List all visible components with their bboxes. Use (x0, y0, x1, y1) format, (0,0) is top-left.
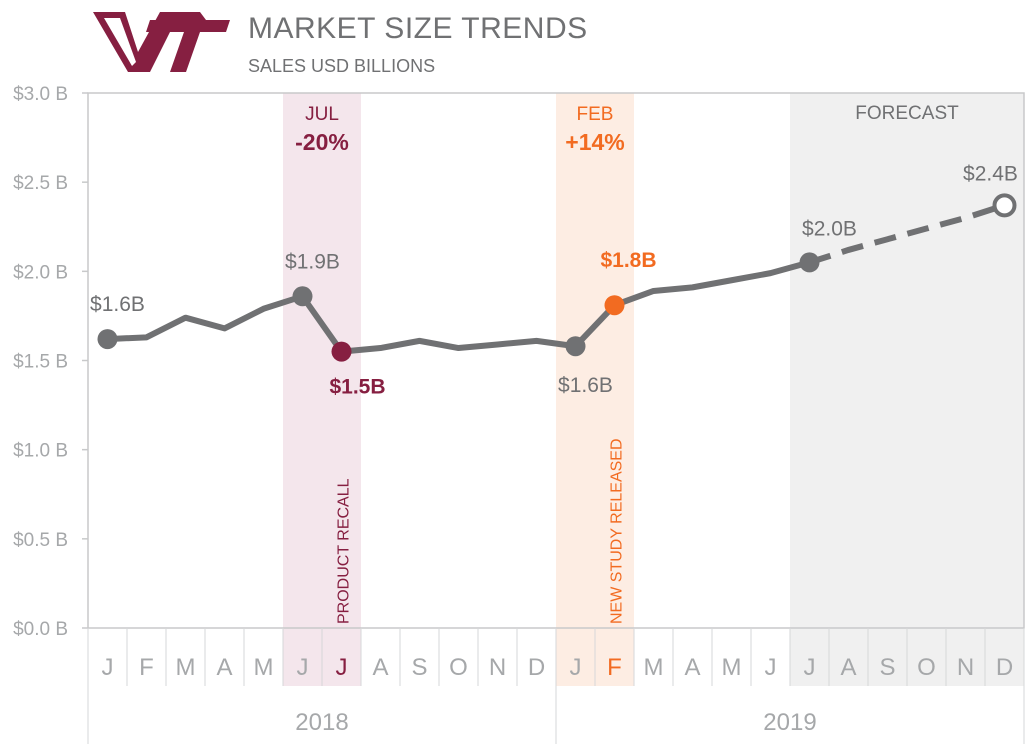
recall-change-label: -20% (295, 129, 349, 155)
recall-band (283, 93, 361, 686)
data-label: $1.9B (285, 250, 340, 273)
month-label: D (996, 654, 1013, 681)
forecast-label: FORECAST (855, 103, 959, 124)
study-month-label: FEB (577, 104, 614, 125)
data-point (565, 336, 586, 357)
vt-logo-inner-shape (104, 18, 136, 66)
y-tick-label: $2.0 B (13, 262, 68, 283)
data-point (292, 286, 313, 307)
month-label: M (722, 654, 742, 681)
data-label: $1.6B (558, 374, 613, 397)
study-change-label: +14% (565, 129, 624, 155)
data-point-forecast (992, 193, 1017, 218)
y-tick-label: $1.0 B (13, 441, 68, 462)
series-line-actual (104, 259, 813, 355)
month-label: S (879, 654, 895, 681)
vt-logo-t-shape (146, 20, 230, 72)
data-point (331, 341, 352, 362)
month-label: M (254, 654, 274, 681)
month-label: A (684, 654, 700, 681)
month-label: M (644, 654, 664, 681)
data-label: $2.4B (963, 162, 1018, 185)
month-label: F (607, 654, 622, 681)
month-label: D (528, 654, 545, 681)
month-label: J (297, 654, 309, 681)
year-label: 2018 (295, 709, 348, 736)
month-label: J (804, 654, 816, 681)
data-label: $1.8B (600, 249, 656, 272)
recall-reason-text: PRODUCT RECALL (336, 478, 353, 624)
month-label: A (840, 654, 856, 681)
data-label: $2.0B (802, 217, 857, 240)
month-label: J (765, 654, 777, 681)
forecast-band (790, 93, 1024, 686)
month-label: N (957, 654, 974, 681)
data-point (604, 295, 625, 316)
y-tick-label: $1.5 B (13, 352, 68, 373)
month-label: A (372, 654, 388, 681)
vt-logo: VT (93, 12, 230, 72)
series-line-forecast (808, 202, 1006, 266)
y-tick-label: $0.0 B (13, 619, 68, 640)
month-label: J (336, 654, 348, 681)
study-band (556, 93, 634, 686)
y-tick-label: $3.0 B (13, 84, 68, 105)
data-label: $1.6B (90, 293, 145, 316)
data-point (799, 252, 820, 273)
month-label: N (489, 654, 506, 681)
month-label: A (216, 654, 232, 681)
data-point (97, 329, 118, 350)
month-label: F (139, 654, 154, 681)
month-label: O (917, 654, 936, 681)
y-tick-label: $2.5 B (13, 173, 68, 194)
chart-subtitle: SALES USD BILLIONS (248, 56, 435, 76)
study-reason-text: NEW STUDY RELEASED (609, 438, 626, 624)
recall-month-label: JUL (305, 104, 339, 125)
chart-title: MARKET SIZE TRENDS (248, 12, 588, 45)
month-label: O (449, 654, 468, 681)
year-label: 2019 (763, 709, 816, 736)
data-label: $1.5B (329, 376, 385, 399)
month-label: S (411, 654, 427, 681)
month-label: J (570, 654, 582, 681)
month-label: J (102, 654, 114, 681)
y-tick-label: $0.5 B (13, 530, 68, 551)
month-label: M (176, 654, 196, 681)
